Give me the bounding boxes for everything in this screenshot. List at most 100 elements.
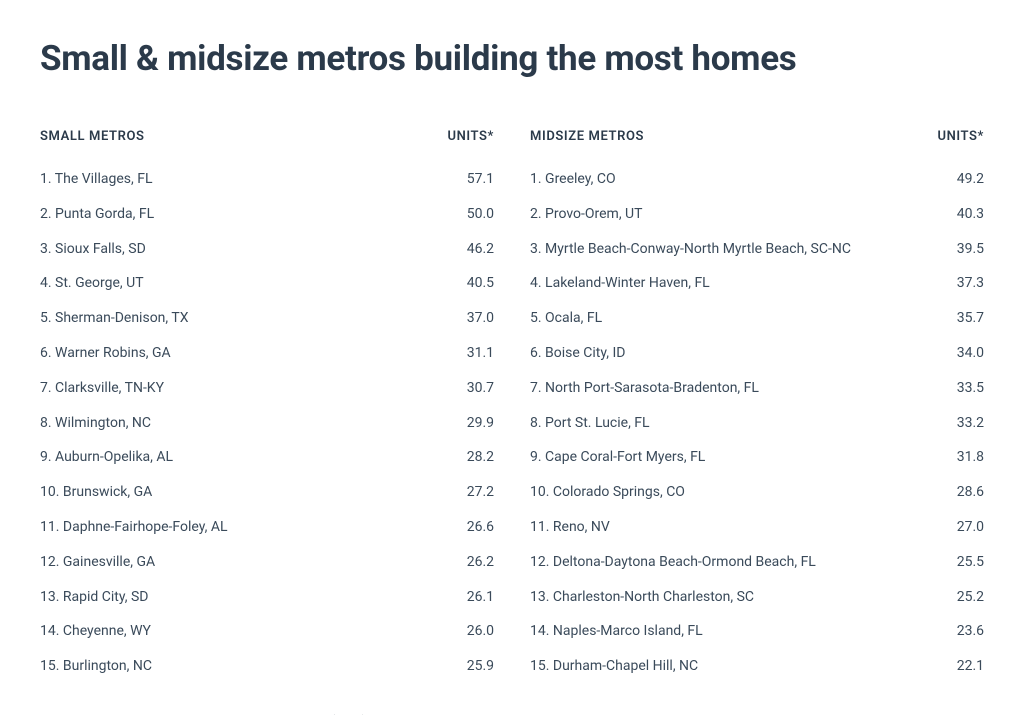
table-row: 13. Rapid City, SD26.1 xyxy=(40,580,494,615)
midsize-metros-table: MIDSIZE METROS UNITS* 1. Greeley, CO49.2… xyxy=(530,129,984,684)
metro-units: 50.0 xyxy=(467,206,494,223)
metro-units: 34.0 xyxy=(957,345,984,362)
metro-units: 26.2 xyxy=(467,554,494,571)
metro-name: 5. Sherman-Denison, TX xyxy=(40,310,467,327)
header-units: UNITS* xyxy=(447,129,494,144)
table-row: 4. Lakeland-Winter Haven, FL37.3 xyxy=(530,266,984,301)
table-row: 11. Reno, NV27.0 xyxy=(530,510,984,545)
metro-units: 40.3 xyxy=(957,206,984,223)
metro-units: 39.5 xyxy=(957,241,984,258)
metro-units: 31.1 xyxy=(467,345,494,362)
metro-units: 31.8 xyxy=(957,449,984,466)
metro-units: 26.1 xyxy=(467,589,494,606)
table-row: 14. Naples-Marco Island, FL23.6 xyxy=(530,614,984,649)
tables-wrapper: SMALL METROS UNITS* 1. The Villages, FL5… xyxy=(40,129,984,684)
metro-name: 1. The Villages, FL xyxy=(40,171,467,188)
table-row: 3. Myrtle Beach-Conway-North Myrtle Beac… xyxy=(530,232,984,267)
metro-units: 33.5 xyxy=(957,380,984,397)
metro-name: 10. Brunswick, GA xyxy=(40,484,467,501)
page-title: Small & midsize metros building the most… xyxy=(40,38,984,79)
metro-name: 11. Reno, NV xyxy=(530,519,957,536)
metro-units: 28.6 xyxy=(957,484,984,501)
metro-name: 13. Rapid City, SD xyxy=(40,589,467,606)
table-row: 12. Gainesville, GA26.2 xyxy=(40,545,494,580)
metro-name: 12. Gainesville, GA xyxy=(40,554,467,571)
metro-units: 35.7 xyxy=(957,310,984,327)
metro-name: 2. Provo-Orem, UT xyxy=(530,206,957,223)
table-row: 2. Punta Gorda, FL50.0 xyxy=(40,197,494,232)
metro-name: 3. Sioux Falls, SD xyxy=(40,241,467,258)
table-row: 6. Warner Robins, GA31.1 xyxy=(40,336,494,371)
table-row: 7. North Port-Sarasota-Bradenton, FL33.5 xyxy=(530,371,984,406)
header-units: UNITS* xyxy=(937,129,984,144)
table-row: 11. Daphne-Fairhope-Foley, AL26.6 xyxy=(40,510,494,545)
metro-name: 8. Port St. Lucie, FL xyxy=(530,415,957,432)
table-row: 8. Wilmington, NC29.9 xyxy=(40,406,494,441)
metro-units: 46.2 xyxy=(467,241,494,258)
metro-units: 26.6 xyxy=(467,519,494,536)
table-row: 1. The Villages, FL57.1 xyxy=(40,162,494,197)
table-row: 9. Cape Coral-Fort Myers, FL31.8 xyxy=(530,440,984,475)
metro-units: 27.2 xyxy=(467,484,494,501)
metro-name: 2. Punta Gorda, FL xyxy=(40,206,467,223)
metro-units: 25.9 xyxy=(467,658,494,675)
metro-units: 40.5 xyxy=(467,275,494,292)
metro-name: 4. St. George, UT xyxy=(40,275,467,292)
table-header: MIDSIZE METROS UNITS* xyxy=(530,129,984,162)
table-row: 15. Durham-Chapel Hill, NC22.1 xyxy=(530,649,984,684)
table-row: 5. Sherman-Denison, TX37.0 xyxy=(40,301,494,336)
table-row: 10. Brunswick, GA27.2 xyxy=(40,475,494,510)
metro-units: 49.2 xyxy=(957,171,984,188)
table-row: 10. Colorado Springs, CO28.6 xyxy=(530,475,984,510)
page: Small & midsize metros building the most… xyxy=(0,0,1024,715)
table-row: 7. Clarksville, TN-KY30.7 xyxy=(40,371,494,406)
metro-units: 30.7 xyxy=(467,380,494,397)
table-row: 4. St. George, UT40.5 xyxy=(40,266,494,301)
metro-units: 28.2 xyxy=(467,449,494,466)
metro-units: 29.9 xyxy=(467,415,494,432)
table-row: 8. Port St. Lucie, FL33.2 xyxy=(530,406,984,441)
metro-name: 11. Daphne-Fairhope-Foley, AL xyxy=(40,519,467,536)
metro-units: 23.6 xyxy=(957,623,984,640)
metro-name: 13. Charleston-North Charleston, SC xyxy=(530,589,957,606)
metro-units: 22.1 xyxy=(957,658,984,675)
metro-name: 6. Warner Robins, GA xyxy=(40,345,467,362)
metro-name: 15. Burlington, NC xyxy=(40,658,467,675)
metro-name: 12. Deltona-Daytona Beach-Ormond Beach, … xyxy=(530,554,957,571)
metro-units: 37.0 xyxy=(467,310,494,327)
table-header: SMALL METROS UNITS* xyxy=(40,129,494,162)
metro-units: 27.0 xyxy=(957,519,984,536)
table-row: 3. Sioux Falls, SD46.2 xyxy=(40,232,494,267)
metro-name: 5. Ocala, FL xyxy=(530,310,957,327)
metro-name: 6. Boise City, ID xyxy=(530,345,957,362)
header-name: MIDSIZE METROS xyxy=(530,129,644,144)
table-row: 15. Burlington, NC25.9 xyxy=(40,649,494,684)
metro-name: 7. North Port-Sarasota-Bradenton, FL xyxy=(530,380,957,397)
metro-name: 9. Cape Coral-Fort Myers, FL xyxy=(530,449,957,466)
table-row: 9. Auburn-Opelika, AL28.2 xyxy=(40,440,494,475)
metro-name: 9. Auburn-Opelika, AL xyxy=(40,449,467,466)
metro-name: 4. Lakeland-Winter Haven, FL xyxy=(530,275,957,292)
metro-name: 1. Greeley, CO xyxy=(530,171,957,188)
metro-name: 15. Durham-Chapel Hill, NC xyxy=(530,658,957,675)
metro-name: 3. Myrtle Beach-Conway-North Myrtle Beac… xyxy=(530,241,957,258)
metro-name: 10. Colorado Springs, CO xyxy=(530,484,957,501)
table-row: 12. Deltona-Daytona Beach-Ormond Beach, … xyxy=(530,545,984,580)
metro-units: 25.5 xyxy=(957,554,984,571)
metro-name: 14. Naples-Marco Island, FL xyxy=(530,623,957,640)
metro-units: 37.3 xyxy=(957,275,984,292)
table-row: 2. Provo-Orem, UT40.3 xyxy=(530,197,984,232)
metro-name: 7. Clarksville, TN-KY xyxy=(40,380,467,397)
table-row: 5. Ocala, FL35.7 xyxy=(530,301,984,336)
metro-name: 8. Wilmington, NC xyxy=(40,415,467,432)
small-metros-table: SMALL METROS UNITS* 1. The Villages, FL5… xyxy=(40,129,494,684)
table-row: 14. Cheyenne, WY26.0 xyxy=(40,614,494,649)
metro-units: 26.0 xyxy=(467,623,494,640)
table-row: 6. Boise City, ID34.0 xyxy=(530,336,984,371)
table-row: 13. Charleston-North Charleston, SC25.2 xyxy=(530,580,984,615)
metro-units: 57.1 xyxy=(467,171,494,188)
metro-name: 14. Cheyenne, WY xyxy=(40,623,467,640)
header-name: SMALL METROS xyxy=(40,129,145,144)
metro-units: 33.2 xyxy=(957,415,984,432)
table-row: 1. Greeley, CO49.2 xyxy=(530,162,984,197)
